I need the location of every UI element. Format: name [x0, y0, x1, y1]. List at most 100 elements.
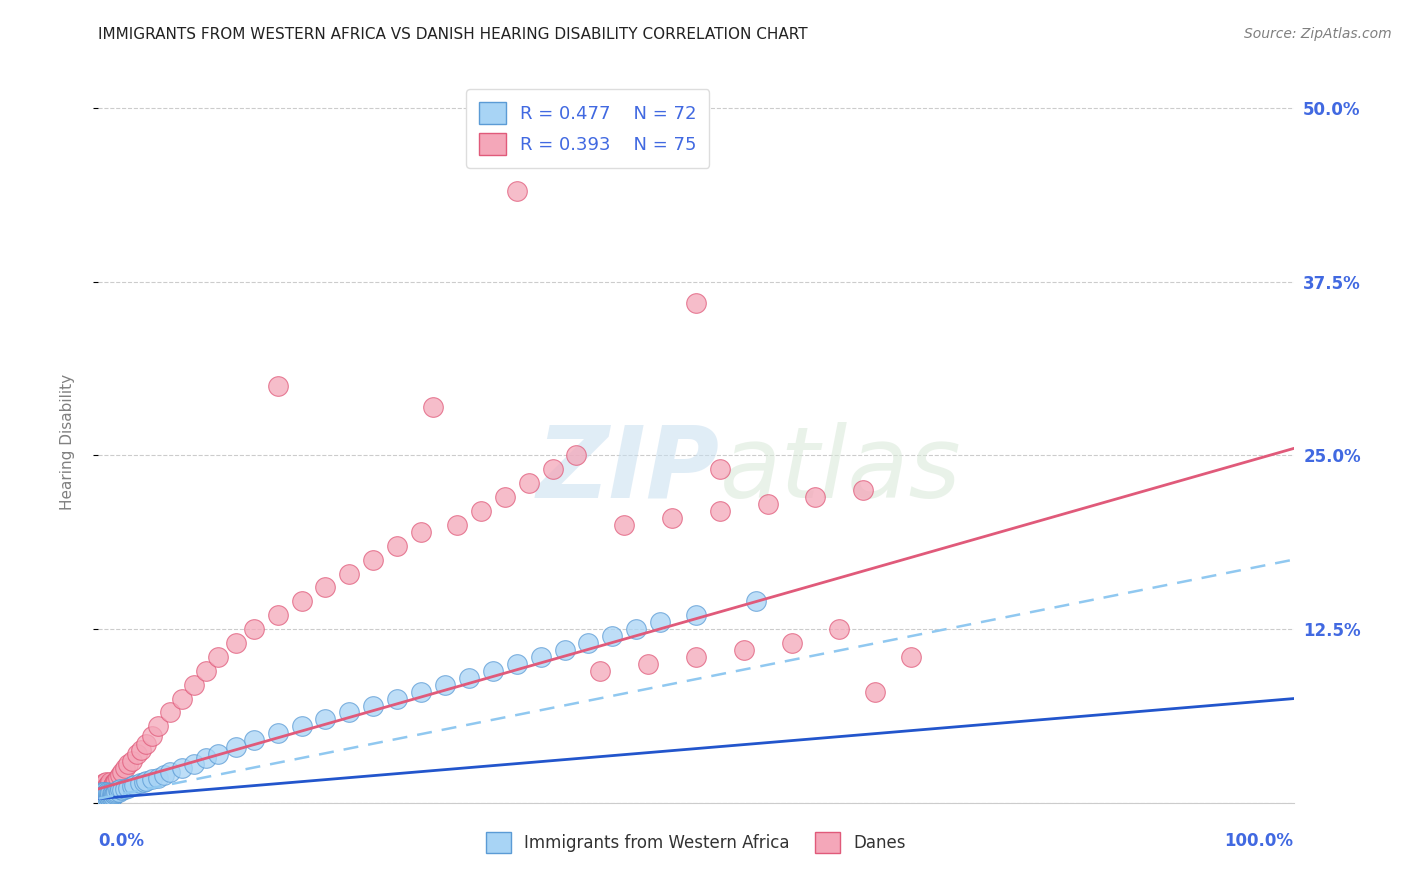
- Point: [756, 497, 779, 511]
- Point: [148, 771, 170, 785]
- Point: [108, 781, 131, 796]
- Point: [98, 775, 122, 789]
- Point: [446, 517, 468, 532]
- Y-axis label: Hearing Disability: Hearing Disability: [60, 374, 75, 509]
- Point: [104, 775, 127, 789]
- Point: [626, 622, 648, 636]
- Point: [458, 671, 481, 685]
- Point: [93, 790, 115, 805]
- Point: [685, 295, 707, 310]
- Point: [114, 781, 136, 796]
- Point: [685, 608, 707, 623]
- Point: [91, 778, 114, 792]
- Point: [183, 678, 205, 692]
- Point: [709, 462, 731, 476]
- Point: [661, 511, 683, 525]
- Point: [422, 400, 444, 414]
- Point: [117, 780, 139, 795]
- Point: [91, 789, 114, 803]
- Point: [96, 790, 118, 805]
- Point: [105, 773, 128, 788]
- Point: [530, 649, 553, 664]
- Point: [94, 786, 117, 800]
- Point: [108, 768, 131, 782]
- Point: [96, 785, 118, 799]
- Point: [852, 483, 875, 498]
- Point: [135, 738, 157, 752]
- Point: [93, 788, 115, 802]
- Point: [363, 552, 385, 566]
- Point: [745, 594, 768, 608]
- Point: [685, 649, 707, 664]
- Point: [101, 789, 124, 803]
- Text: ZIP: ZIP: [537, 422, 720, 519]
- Point: [578, 636, 600, 650]
- Point: [98, 790, 121, 805]
- Point: [94, 775, 117, 789]
- Text: 0.0%: 0.0%: [98, 831, 145, 850]
- Point: [339, 566, 361, 581]
- Point: [865, 684, 887, 698]
- Point: [94, 791, 117, 805]
- Point: [125, 747, 148, 761]
- Point: [107, 783, 129, 797]
- Point: [90, 781, 112, 796]
- Point: [107, 771, 129, 785]
- Point: [111, 783, 134, 797]
- Point: [93, 785, 115, 799]
- Point: [141, 729, 163, 743]
- Point: [91, 790, 114, 805]
- Point: [107, 785, 129, 799]
- Point: [89, 789, 111, 803]
- Point: [385, 691, 409, 706]
- Point: [121, 754, 143, 768]
- Point: [243, 733, 266, 747]
- Point: [90, 789, 112, 803]
- Point: [91, 788, 114, 802]
- Point: [470, 504, 492, 518]
- Point: [132, 775, 155, 789]
- Point: [100, 780, 122, 795]
- Point: [96, 785, 118, 799]
- Point: [506, 185, 529, 199]
- Point: [94, 789, 117, 803]
- Point: [104, 786, 127, 800]
- Text: 100.0%: 100.0%: [1225, 831, 1294, 850]
- Point: [101, 778, 124, 792]
- Point: [90, 790, 112, 805]
- Point: [91, 791, 114, 805]
- Point: [93, 793, 115, 807]
- Point: [117, 756, 139, 771]
- Text: IMMIGRANTS FROM WESTERN AFRICA VS DANISH HEARING DISABILITY CORRELATION CHART: IMMIGRANTS FROM WESTERN AFRICA VS DANISH…: [98, 27, 808, 42]
- Point: [141, 772, 163, 787]
- Point: [183, 756, 205, 771]
- Point: [91, 779, 114, 793]
- Point: [506, 657, 529, 671]
- Point: [101, 786, 124, 800]
- Legend: Immigrants from Western Africa, Danes: Immigrants from Western Africa, Danes: [479, 826, 912, 860]
- Point: [225, 636, 247, 650]
- Point: [91, 789, 114, 803]
- Point: [91, 785, 114, 799]
- Point: [589, 664, 612, 678]
- Point: [89, 791, 111, 805]
- Point: [91, 786, 114, 800]
- Point: [267, 608, 290, 623]
- Point: [97, 786, 120, 800]
- Point: [733, 643, 755, 657]
- Point: [315, 713, 337, 727]
- Point: [105, 785, 128, 799]
- Point: [385, 539, 409, 553]
- Point: [91, 788, 114, 802]
- Point: [195, 751, 218, 765]
- Point: [613, 517, 636, 532]
- Point: [94, 786, 117, 800]
- Point: [709, 504, 731, 518]
- Point: [565, 449, 588, 463]
- Point: [96, 788, 118, 802]
- Point: [98, 788, 121, 802]
- Point: [602, 629, 624, 643]
- Point: [100, 790, 122, 805]
- Text: Source: ZipAtlas.com: Source: ZipAtlas.com: [1244, 27, 1392, 41]
- Point: [111, 765, 134, 780]
